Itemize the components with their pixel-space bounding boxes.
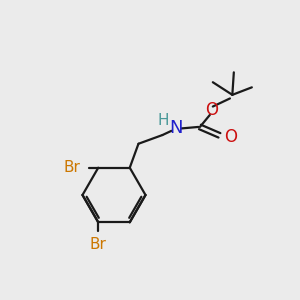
Text: N: N xyxy=(169,119,183,137)
Text: Br: Br xyxy=(90,237,107,252)
Text: Br: Br xyxy=(63,160,80,175)
Text: H: H xyxy=(158,112,169,128)
Text: O: O xyxy=(224,128,237,146)
Text: O: O xyxy=(205,101,218,119)
